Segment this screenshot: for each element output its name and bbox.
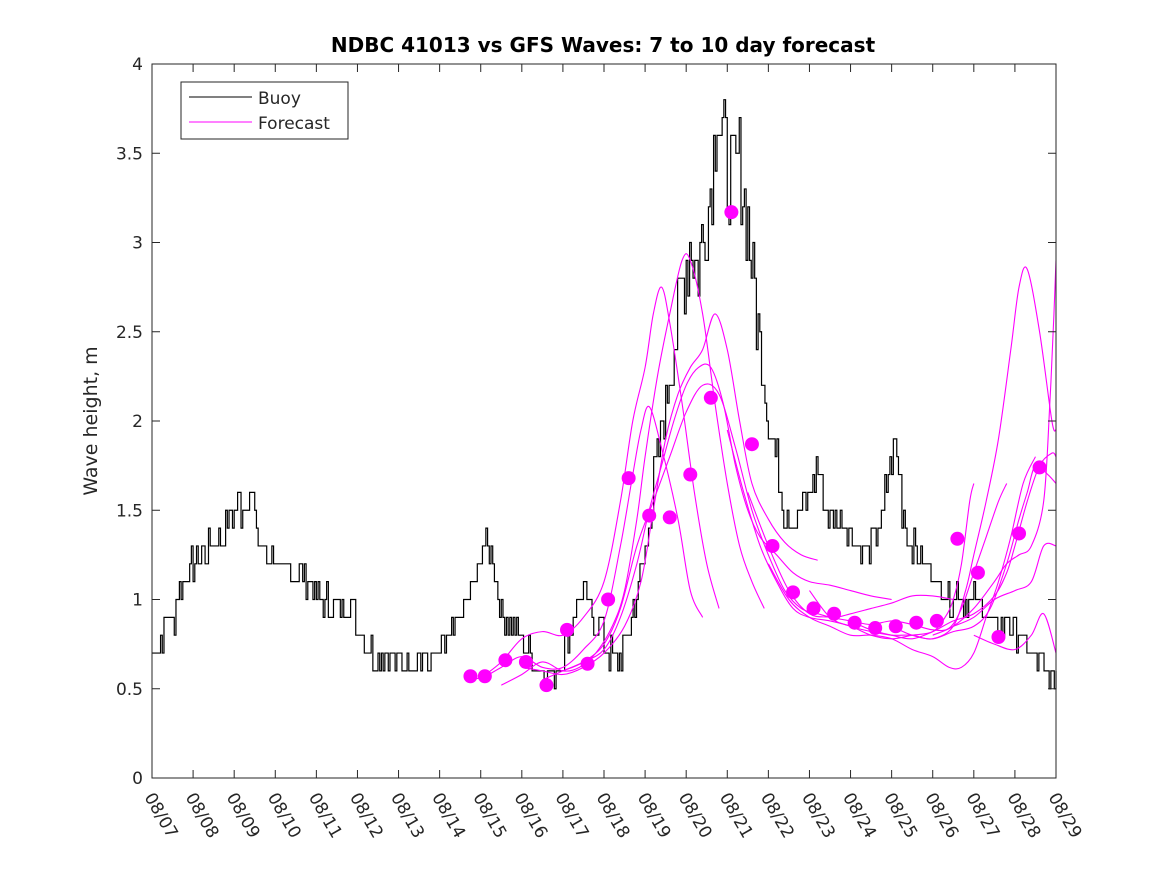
- forecast-marker-12: [683, 467, 698, 482]
- forecast-line-14: [953, 542, 1057, 627]
- forecast-marker-27: [991, 629, 1006, 644]
- forecast-marker-24: [929, 613, 944, 628]
- forecast-marker-8: [601, 592, 616, 607]
- forecast-marker-10: [642, 508, 657, 523]
- forecast-marker-2: [477, 669, 492, 684]
- forecast-marker-17: [786, 585, 801, 600]
- legend: Buoy Forecast: [180, 81, 349, 140]
- y-tick-label-5: 2.5: [116, 323, 143, 343]
- forecast-line-5: [542, 363, 892, 681]
- y-axis-label: Wave height, m: [80, 346, 102, 495]
- forecast-marker-6: [560, 622, 575, 637]
- forecast-marker-1: [463, 669, 478, 684]
- forecast-marker-4: [518, 654, 533, 669]
- forecast-marker-16: [765, 538, 780, 553]
- buoy-series-line: [152, 99, 1057, 690]
- forecast-marker-13: [703, 390, 718, 405]
- forecast-marker-5: [539, 678, 554, 693]
- forecast-line-15: [973, 613, 1057, 654]
- y-tick-label-3: 1.5: [116, 501, 143, 521]
- forecast-marker-29: [1032, 460, 1047, 475]
- forecast-line-1: [464, 405, 704, 679]
- forecast-line-8: [747, 483, 1008, 632]
- forecast-line-13: [932, 260, 1057, 636]
- forecast-marker-11: [662, 510, 677, 525]
- forecast-marker-7: [580, 656, 595, 671]
- forecast-marker-22: [888, 619, 903, 634]
- plot-area: [152, 99, 1057, 693]
- forecast-line-2: [480, 286, 720, 679]
- forecast-marker-20: [847, 615, 862, 630]
- legend-forecast-label: Forecast: [258, 114, 330, 134]
- forecast-marker-18: [806, 601, 821, 616]
- y-tick-label-8: 4: [132, 55, 143, 75]
- legend-buoy-label: Buoy: [258, 89, 301, 109]
- forecast-marker-21: [868, 621, 883, 636]
- forecast-marker-15: [744, 437, 759, 452]
- y-tick-label-4: 2: [132, 412, 143, 432]
- forecast-marker-19: [827, 606, 842, 621]
- legend-box: [180, 81, 349, 140]
- y-tick-label-7: 3.5: [116, 144, 143, 164]
- y-tick-label-6: 3: [132, 234, 143, 254]
- y-tick-label-1: 0.5: [116, 680, 143, 700]
- forecast-marker-23: [909, 615, 924, 630]
- chart-title: NDBC 41013 vs GFS Waves: 7 to 10 day for…: [331, 33, 876, 57]
- forecast-line-6: [562, 383, 954, 672]
- forecast-marker-26: [970, 565, 985, 580]
- forecast-marker-9: [621, 471, 636, 486]
- forecast-marker-25: [950, 531, 965, 546]
- y-tick-label-2: 1: [132, 591, 143, 611]
- forecast-marker-3: [498, 653, 513, 668]
- forecast-marker-14: [724, 205, 739, 220]
- y-tick-label-0: 0: [132, 769, 143, 789]
- forecast-marker-28: [1012, 526, 1027, 541]
- forecast-line-3: [501, 253, 765, 686]
